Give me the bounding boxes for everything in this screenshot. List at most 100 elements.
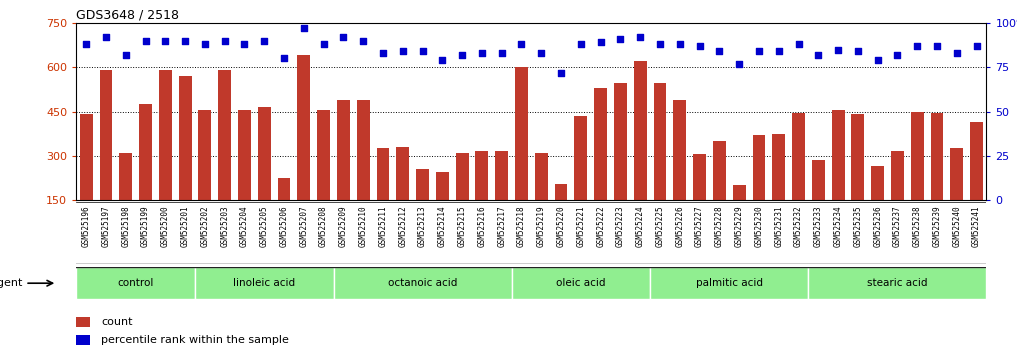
Bar [891, 152, 904, 244]
Bar [872, 166, 884, 244]
Text: palmitic acid: palmitic acid [696, 278, 763, 288]
Point [296, 25, 312, 31]
Point [968, 43, 984, 49]
Bar [258, 107, 271, 244]
Bar [179, 76, 191, 244]
Point [395, 48, 411, 54]
Point [949, 50, 965, 56]
Bar [832, 110, 844, 244]
Point [196, 41, 213, 47]
Text: GSM525225: GSM525225 [656, 205, 664, 246]
Text: octanoic acid: octanoic acid [387, 278, 458, 288]
Point [158, 38, 174, 44]
Point [593, 40, 609, 45]
Bar [139, 104, 152, 244]
Point [118, 52, 134, 58]
Bar [950, 148, 963, 244]
Point [414, 48, 430, 54]
Text: GSM525239: GSM525239 [933, 205, 942, 246]
Bar [515, 67, 528, 244]
Text: GSM525196: GSM525196 [81, 205, 91, 246]
Text: GSM525208: GSM525208 [319, 205, 328, 246]
Text: GSM525222: GSM525222 [596, 205, 605, 246]
Bar [476, 152, 488, 244]
Point [256, 38, 273, 44]
Point [434, 57, 451, 63]
Bar [397, 147, 409, 244]
FancyBboxPatch shape [76, 267, 195, 299]
Text: GSM525223: GSM525223 [616, 205, 624, 246]
FancyBboxPatch shape [809, 267, 986, 299]
Bar [198, 110, 212, 244]
Bar [713, 141, 726, 244]
Point [78, 41, 95, 47]
Text: GSM525202: GSM525202 [200, 205, 210, 246]
Bar [753, 135, 766, 244]
Point [137, 38, 154, 44]
Bar [812, 160, 825, 244]
Point [533, 50, 549, 56]
Point [889, 52, 905, 58]
Bar [554, 184, 567, 244]
Point [217, 38, 233, 44]
Bar [219, 70, 231, 244]
Bar [911, 112, 923, 244]
Text: GSM525211: GSM525211 [378, 205, 387, 246]
Bar [357, 100, 369, 244]
Text: GSM525220: GSM525220 [556, 205, 565, 246]
Text: GSM525199: GSM525199 [141, 205, 151, 246]
Text: GSM525216: GSM525216 [477, 205, 486, 246]
Text: GSM525205: GSM525205 [259, 205, 268, 246]
Text: GSM525218: GSM525218 [517, 205, 526, 246]
Point [177, 38, 193, 44]
Text: GSM525226: GSM525226 [675, 205, 684, 246]
Bar [456, 153, 469, 244]
Text: agent: agent [0, 278, 22, 288]
Bar [416, 169, 429, 244]
Text: GSM525201: GSM525201 [181, 205, 189, 246]
Point [573, 41, 589, 47]
Point [493, 50, 510, 56]
Text: count: count [102, 317, 133, 327]
Bar [594, 88, 607, 244]
Bar [337, 100, 350, 244]
Point [514, 41, 530, 47]
Point [929, 43, 945, 49]
Text: GSM525207: GSM525207 [299, 205, 308, 246]
Point [870, 57, 886, 63]
Point [633, 34, 649, 40]
Bar [535, 153, 548, 244]
Text: GSM525200: GSM525200 [161, 205, 170, 246]
Point [553, 70, 570, 75]
Point [811, 52, 827, 58]
Bar [732, 185, 745, 244]
Text: GSM525209: GSM525209 [339, 205, 348, 246]
Text: GSM525206: GSM525206 [280, 205, 289, 246]
Bar [634, 61, 647, 244]
Point [692, 43, 708, 49]
Point [711, 48, 727, 54]
Text: GSM525227: GSM525227 [695, 205, 704, 246]
Bar [792, 113, 804, 244]
Bar [931, 113, 944, 244]
Text: stearic acid: stearic acid [868, 278, 928, 288]
Bar [376, 148, 390, 244]
Bar [100, 70, 113, 244]
FancyBboxPatch shape [512, 267, 650, 299]
Bar [694, 154, 706, 244]
Text: GSM525234: GSM525234 [834, 205, 843, 246]
Text: GSM525232: GSM525232 [794, 205, 803, 246]
Bar [495, 152, 508, 244]
Bar [297, 56, 310, 244]
Text: GSM525230: GSM525230 [755, 205, 764, 246]
Bar [79, 114, 93, 244]
Point [375, 50, 392, 56]
Text: GSM525241: GSM525241 [972, 205, 981, 246]
Bar [851, 114, 864, 244]
Bar [76, 318, 91, 327]
Text: oleic acid: oleic acid [556, 278, 605, 288]
Bar [436, 172, 448, 244]
Text: GSM525197: GSM525197 [102, 205, 111, 246]
Point [612, 36, 629, 42]
Bar [119, 153, 132, 244]
